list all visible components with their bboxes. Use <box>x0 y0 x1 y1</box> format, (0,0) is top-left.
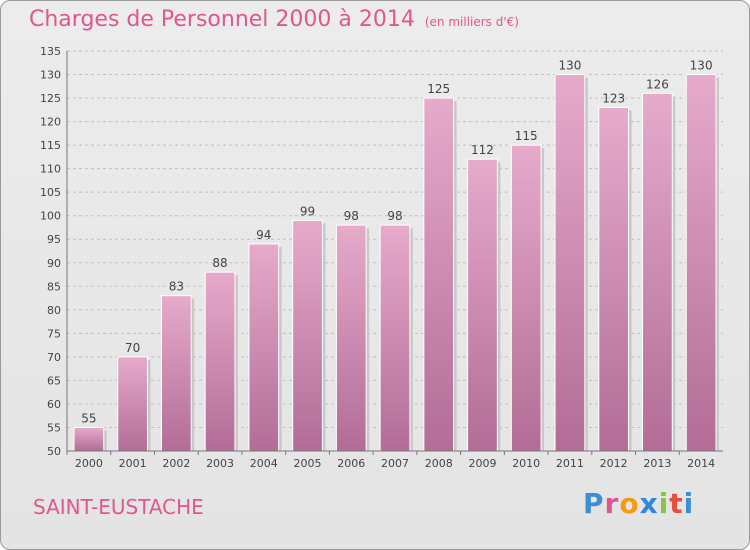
bar-2014 <box>685 74 717 452</box>
y-tick-label: 60 <box>47 398 61 411</box>
x-tick-label: 2011 <box>556 457 584 470</box>
bar-2005 <box>292 219 323 452</box>
y-tick-label: 75 <box>47 327 61 340</box>
y-tick-label: 135 <box>40 45 61 58</box>
data-label: 70 <box>125 341 140 355</box>
y-tick-label: 105 <box>40 186 61 199</box>
data-label: 88 <box>212 256 227 270</box>
data-label: 98 <box>387 209 402 223</box>
bar-2011 <box>554 74 586 452</box>
chart-subtitle: (en milliers d'€) <box>424 15 519 29</box>
data-label: 130 <box>690 59 713 73</box>
x-tick-label: 2009 <box>468 457 496 470</box>
bar-2013 <box>642 92 673 452</box>
y-tick-label: 65 <box>47 374 61 387</box>
data-label: 115 <box>515 129 538 143</box>
x-tick-label: 2010 <box>512 457 540 470</box>
x-tick-label: 2013 <box>643 457 671 470</box>
y-tick-label: 110 <box>40 163 61 176</box>
logo-letter: x <box>639 487 659 520</box>
data-label: 94 <box>256 228 271 242</box>
y-tick-label: 120 <box>40 116 61 129</box>
bar-2006 <box>335 224 367 452</box>
axes: 50 55 60 65 70 75 80 85 90 95 100 105 110 115 120 125 13… <box>40 45 723 470</box>
commune-name: SAINT-EUSTACHE <box>33 495 204 519</box>
x-tick-label: 2000 <box>75 457 103 470</box>
data-label: 123 <box>602 91 625 105</box>
y-tick-label: 125 <box>40 92 61 105</box>
bar-2000 <box>73 426 105 452</box>
logo-letter: i <box>683 487 695 520</box>
bar-2010 <box>510 144 542 452</box>
data-label: 98 <box>344 209 359 223</box>
logo-letter: i <box>658 487 670 520</box>
y-tick-label: 85 <box>47 280 61 293</box>
bar-2009 <box>467 158 498 452</box>
logo-letter: P <box>583 487 605 520</box>
bars: 55 70 83 88 94 99 98 98 125 112 115 130 123 126 130 <box>73 59 720 452</box>
proxiti-logo: Proxiti <box>583 487 694 520</box>
y-tick-label: 115 <box>40 139 61 152</box>
chart-title: Charges de Personnel 2000 à 2014 (en mill… <box>29 7 519 32</box>
bar-2007 <box>379 224 411 452</box>
bar-2008 <box>423 97 455 452</box>
x-tick-label: 2002 <box>162 457 190 470</box>
y-tick-label: 70 <box>47 351 61 364</box>
bar-2012 <box>598 106 630 452</box>
y-tick-label: 90 <box>47 257 61 270</box>
y-tick-label: 100 <box>40 210 61 223</box>
bar-2003 <box>204 271 236 452</box>
y-tick-label: 50 <box>47 445 61 458</box>
bar-2002 <box>160 295 192 452</box>
x-tick-label: 2003 <box>206 457 234 470</box>
chart-title-text: Charges de Personnel 2000 à 2014 <box>29 7 415 32</box>
data-label: 83 <box>169 280 184 294</box>
x-tick-label: 2007 <box>381 457 409 470</box>
data-label: 126 <box>646 77 669 91</box>
logo-letter: r <box>604 487 620 520</box>
x-tick-label: 2012 <box>600 457 628 470</box>
logo-letter: t <box>669 487 684 520</box>
x-tick-label: 2004 <box>250 457 278 470</box>
data-label: 112 <box>471 143 494 157</box>
x-tick-label: 2005 <box>294 457 322 470</box>
data-label: 130 <box>558 59 581 73</box>
y-tick-label: 130 <box>40 69 61 82</box>
x-tick-label: 2008 <box>425 457 453 470</box>
logo-letter: o <box>619 487 640 520</box>
data-label: 99 <box>300 204 315 218</box>
data-label: 55 <box>81 411 96 425</box>
y-tick-label: 80 <box>47 304 61 317</box>
x-tick-label: 2006 <box>337 457 365 470</box>
data-label: 125 <box>427 82 450 96</box>
y-tick-label: 95 <box>47 233 61 246</box>
bar-2004 <box>248 243 280 452</box>
y-tick-label: 55 <box>47 421 61 434</box>
bar-2001 <box>117 356 148 452</box>
x-tick-label: 2001 <box>119 457 147 470</box>
x-tick-label: 2014 <box>687 457 715 470</box>
